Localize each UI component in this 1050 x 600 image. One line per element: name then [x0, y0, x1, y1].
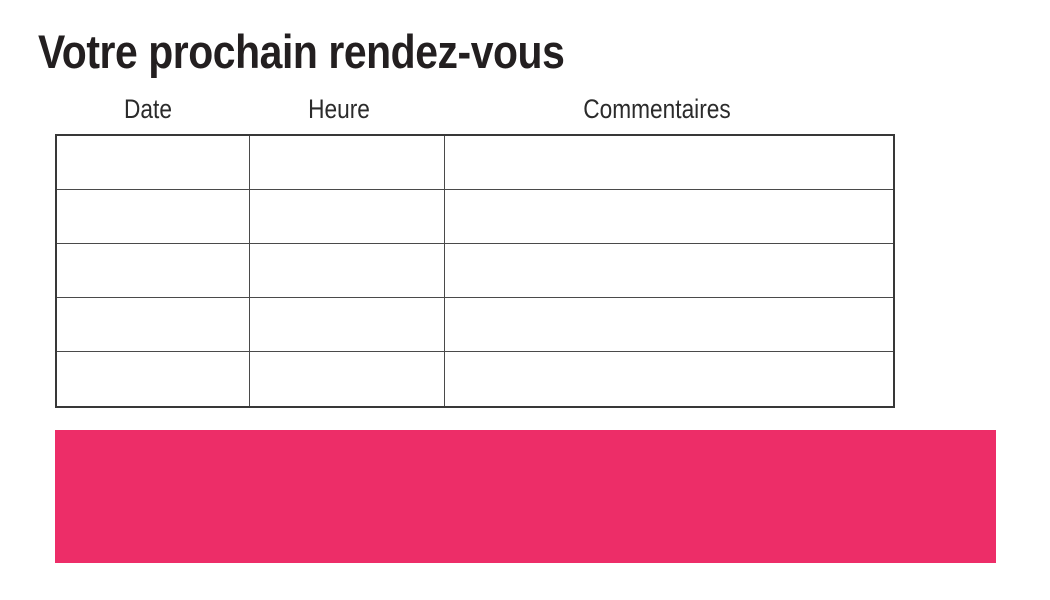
table-cell [57, 352, 250, 406]
table-cell [57, 298, 250, 352]
table-cell [445, 298, 893, 352]
table-cell [250, 352, 445, 406]
table-cell [445, 244, 893, 298]
pink-banner [55, 430, 996, 563]
column-header-date: Date [124, 94, 172, 124]
table-cell [250, 298, 445, 352]
table-cell [250, 190, 445, 244]
table-cell [250, 244, 445, 298]
table-cell [57, 244, 250, 298]
appointments-table [55, 134, 895, 408]
table-cell [57, 136, 250, 190]
table-cell [57, 190, 250, 244]
table-cell [445, 352, 893, 406]
page-title: Votre prochain rendez-vous [38, 25, 565, 78]
column-header-heure: Heure [308, 94, 370, 124]
table-cell [445, 136, 893, 190]
table-cell [250, 136, 445, 190]
column-header-commentaires: Commentaires [583, 94, 731, 124]
table-cell [445, 190, 893, 244]
